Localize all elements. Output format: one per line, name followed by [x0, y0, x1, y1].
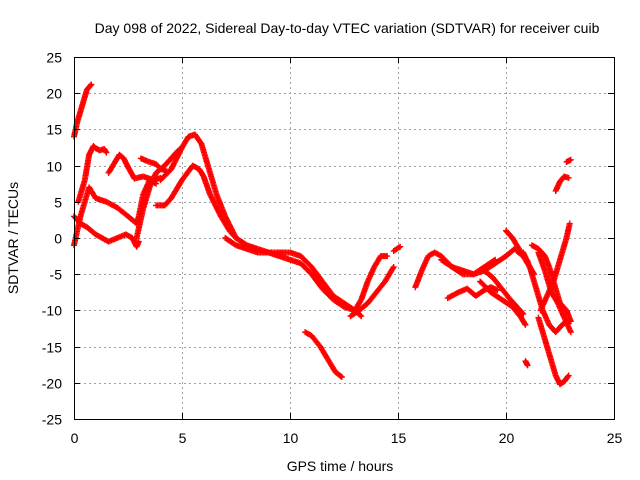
data-point-marker	[494, 287, 501, 294]
data-point-marker	[395, 244, 402, 251]
data-point-marker	[88, 81, 95, 88]
data-point-marker	[87, 82, 94, 89]
series-arc-19	[477, 278, 529, 328]
data-point-marker	[102, 148, 109, 155]
x-tick-label: 15	[391, 430, 407, 446]
x-tick-label: 25	[607, 430, 623, 446]
data-point-marker	[358, 313, 365, 320]
data-point-marker	[524, 258, 531, 265]
data-point-marker	[565, 174, 572, 181]
series-arc-16	[438, 245, 518, 278]
series-arc-13	[302, 329, 345, 381]
y-axis-label: SDTVAR / TECUs	[5, 182, 21, 294]
x-tick-label: 0	[71, 430, 79, 446]
data-points	[71, 81, 574, 388]
data-point-marker	[103, 149, 110, 156]
data-point-marker	[520, 311, 527, 318]
y-tick-label: 10	[46, 159, 62, 175]
series-arc-3	[75, 143, 110, 205]
series-arc-29	[522, 358, 531, 369]
y-tick-label: -5	[50, 267, 63, 283]
series-arc-27	[563, 156, 574, 165]
data-point-marker	[567, 156, 574, 163]
series-arc-26	[552, 173, 572, 194]
x-tick-label: 10	[283, 430, 299, 446]
data-point-marker	[390, 263, 397, 270]
axis-ticks: 0 5 10 15 20 25 -25 -20 -15 -10 -5 0 5 10 15 20 25	[42, 50, 623, 447]
series-arc-17	[444, 284, 501, 302]
y-tick-label: -25	[42, 412, 62, 428]
data-point-marker	[357, 312, 364, 319]
data-point-marker	[337, 373, 344, 380]
data-point-marker	[565, 372, 572, 379]
x-axis-label: GPS time / hours	[287, 458, 394, 474]
series-arc-11	[351, 253, 391, 314]
series-arc-18	[481, 267, 527, 318]
data-point-marker	[397, 243, 404, 250]
data-point-marker	[384, 253, 391, 260]
grid-lines	[74, 57, 614, 419]
series-arc-9	[157, 131, 365, 320]
y-tick-label: 15	[46, 122, 62, 138]
data-point-marker	[567, 329, 574, 336]
y-tick-label: -15	[42, 340, 62, 356]
data-point-marker	[135, 238, 142, 245]
y-tick-label: 0	[54, 231, 62, 247]
series-arc-14	[390, 243, 404, 255]
series-arc-22	[535, 314, 572, 388]
y-tick-label: -10	[42, 303, 62, 319]
x-tick-label: 20	[499, 430, 515, 446]
series-arc-25	[537, 220, 573, 314]
data-point-marker	[523, 257, 530, 264]
series-arc-10	[222, 235, 358, 314]
series-arc-6	[105, 151, 164, 184]
series-arc-28	[513, 248, 531, 265]
y-tick-label: 20	[46, 86, 62, 102]
data-point-marker	[566, 220, 573, 227]
y-tick-label: -20	[42, 376, 62, 392]
series-arc-8	[153, 162, 239, 241]
x-tick-label: 5	[179, 430, 187, 446]
chart-title: Day 098 of 2022, Sidereal Day-to-day VTE…	[95, 20, 600, 36]
data-point-marker	[564, 373, 571, 380]
series-arc-5	[133, 144, 185, 241]
y-tick-label: 5	[54, 195, 62, 211]
data-point-marker	[567, 318, 574, 325]
data-point-marker	[521, 320, 528, 327]
data-point-marker	[519, 309, 526, 316]
data-point-marker	[338, 374, 345, 381]
data-point-marker	[524, 362, 531, 369]
data-point-marker	[510, 246, 517, 253]
series-arc-7	[137, 155, 170, 175]
data-point-marker	[522, 321, 529, 328]
series-arc-4	[71, 213, 142, 250]
series-arc-12	[347, 263, 397, 320]
y-tick-label: 25	[46, 50, 62, 66]
